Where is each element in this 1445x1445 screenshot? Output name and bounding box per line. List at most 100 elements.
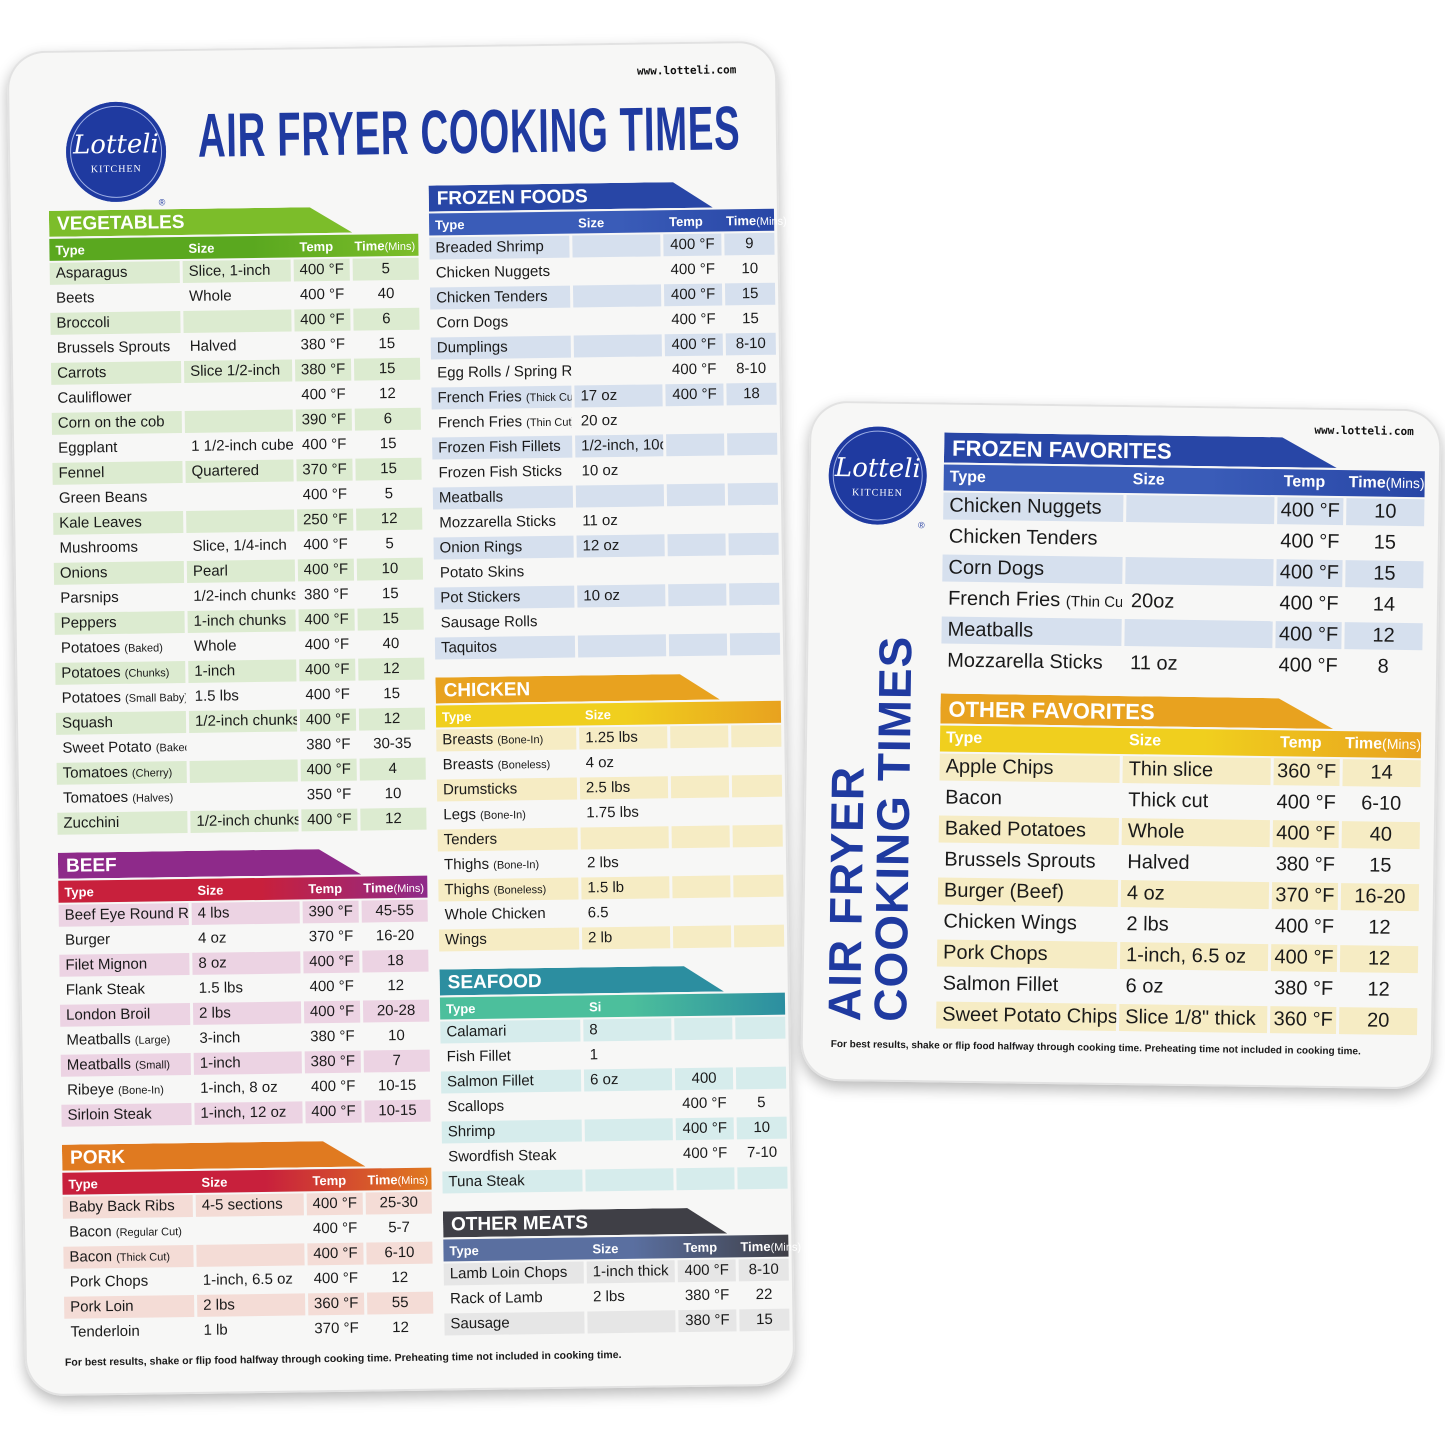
cell-temp [667, 532, 726, 556]
cell-temp [667, 508, 725, 531]
time-label: Time [367, 1171, 398, 1188]
cell-size: 3-inch [199, 1028, 241, 1047]
cell-time: 12 [387, 976, 405, 994]
cell-size [196, 1242, 305, 1267]
food-name: Lamb Loin Chops [449, 1263, 568, 1282]
cell-time: 15 [741, 309, 759, 327]
food-name: Meatballs [947, 618, 1034, 642]
logo-kitchen: KITCHEN [90, 163, 142, 175]
cell-type: Shrimp [441, 1119, 582, 1143]
cell-temp: 400 °F [682, 1093, 727, 1112]
cell-time [729, 557, 779, 580]
time-label: Time [1348, 474, 1386, 492]
column-header-time: Time(Mins) [1343, 735, 1421, 754]
cell-size: 1.25 lbs [579, 725, 668, 750]
lotteli-logo: Lotteli KITCHEN [65, 101, 167, 203]
cell-time: 12 [1368, 916, 1391, 939]
cell-type: French Fries (Thick Cut) [431, 385, 572, 410]
column-header-temp: Temp [1283, 473, 1326, 491]
cell-type: Green Beans [53, 486, 183, 510]
cell-type: Tomatoes (Halves) [57, 785, 187, 809]
column-header-time [731, 712, 781, 713]
column-header-temp: Temp [1279, 734, 1322, 752]
cell-type: Ribeye (Bone-In) [61, 1077, 191, 1101]
cell-temp [666, 408, 724, 431]
cell-time [733, 924, 785, 947]
cell-size [587, 1309, 676, 1333]
cell-type: Wings [438, 927, 580, 951]
column-header-size: Size [584, 706, 612, 722]
food-name: Potato Skins [439, 562, 525, 581]
cell-size: 4 oz [585, 753, 615, 771]
cell-size: 4 oz [1120, 880, 1270, 910]
vertical-title: AIR FRYER COOKING TIMES [818, 551, 921, 1022]
cell-type: Flank Steak [60, 977, 190, 1001]
column-header-time: Time(Mins) [365, 1171, 431, 1187]
cell-temp: 400 °F [670, 260, 716, 278]
food-name: Scallops [447, 1097, 505, 1115]
cell-type: Salmon Fillet [440, 1069, 582, 1093]
cell-time: 20-28 [362, 999, 430, 1023]
cell-temp [675, 1042, 733, 1065]
cell-time: 16-20 [1340, 883, 1420, 912]
time-unit: (Mins) [384, 240, 416, 253]
cell-size: 4 oz [197, 928, 227, 947]
food-name: Meatballs [438, 488, 504, 506]
cell-temp: 380 °F [310, 1027, 355, 1045]
food-name: London Broil [65, 1005, 151, 1024]
cell-time [735, 1016, 786, 1039]
website-url: www.lotteli.com [636, 63, 737, 78]
food-note: (Bone-In) [497, 733, 544, 747]
cell-type: Corn Dogs [942, 554, 1123, 585]
section-frozen-favorites: FROZEN FAVORITES Type Size Temp Time(Mins) Ch… [941, 433, 1425, 684]
cell-time: 16-20 [375, 926, 415, 944]
cell-size: Thin slice [1122, 756, 1271, 786]
cell-size [584, 1093, 672, 1116]
time-label: Time [354, 237, 385, 254]
cell-type: Baked Potatoes [938, 815, 1119, 845]
cell-size: 1/2-inch chunks [193, 585, 296, 605]
cell-size: 17 oz [574, 383, 663, 408]
cell-size [585, 1143, 673, 1166]
food-name: Tenderloin [70, 1322, 140, 1341]
cell-time [733, 849, 783, 872]
food-name: Sweet Potato [62, 737, 152, 757]
cell-size [584, 1117, 673, 1141]
cell-size [186, 508, 295, 533]
cell-size: 1.5 lb [581, 875, 670, 899]
table-row: Mozzarella Sticks 11 oz 400 °F 8 [941, 645, 1422, 683]
cell-temp: 400 °F [664, 332, 723, 356]
table-row: Zucchini 1/2-inch chunks 400 °F 12 [57, 806, 427, 836]
cell-time: 10 [387, 1026, 405, 1044]
food-note: (Thin Cut) [1065, 593, 1123, 612]
cell-type: Chicken Nuggets [430, 260, 570, 284]
cell-time: 12 [356, 507, 423, 531]
column-header-type: Type [945, 729, 983, 748]
time-unit: (Mins) [1385, 474, 1425, 492]
cell-temp: 380 °F [1275, 853, 1336, 876]
cell-size: 2 lb [581, 925, 671, 949]
cell-temp [668, 632, 728, 656]
food-name: Sirloin Steak [67, 1105, 152, 1124]
column-header-type: Type [435, 216, 465, 232]
time-label: Time [725, 212, 757, 228]
cell-size: 1.75 lbs [586, 803, 639, 821]
cell-size: Thick cut [1128, 789, 1209, 813]
cell-time: 5 [352, 257, 419, 281]
section-frozen-foods: FROZEN FOODS Type Size Temp Time(Mins) Breade… [429, 181, 787, 661]
cell-temp: 400 °F [299, 285, 345, 303]
food-name: Corn Dogs [948, 556, 1045, 580]
food-note: (Boneless) [493, 883, 547, 897]
food-name: Brussels Sprouts [944, 848, 1096, 873]
section-title: OTHER FAVORITES [940, 693, 1333, 728]
cell-time: 7-10 [746, 1143, 778, 1161]
cell-type: Cauliflower [51, 386, 181, 410]
cell-size: 12 oz [576, 533, 665, 558]
cell-size: 1/2-inch chunks [190, 808, 299, 833]
cell-temp [668, 558, 726, 581]
cell-type: Whole Chicken [439, 902, 579, 926]
table-row: Sirloin Steak 1-inch, 12 oz 400 °F 10-15 [61, 1098, 431, 1128]
cell-time: 15 [379, 434, 397, 452]
cell-temp: 400 °F [1279, 592, 1339, 616]
column-header-temp: Temp [308, 880, 343, 896]
